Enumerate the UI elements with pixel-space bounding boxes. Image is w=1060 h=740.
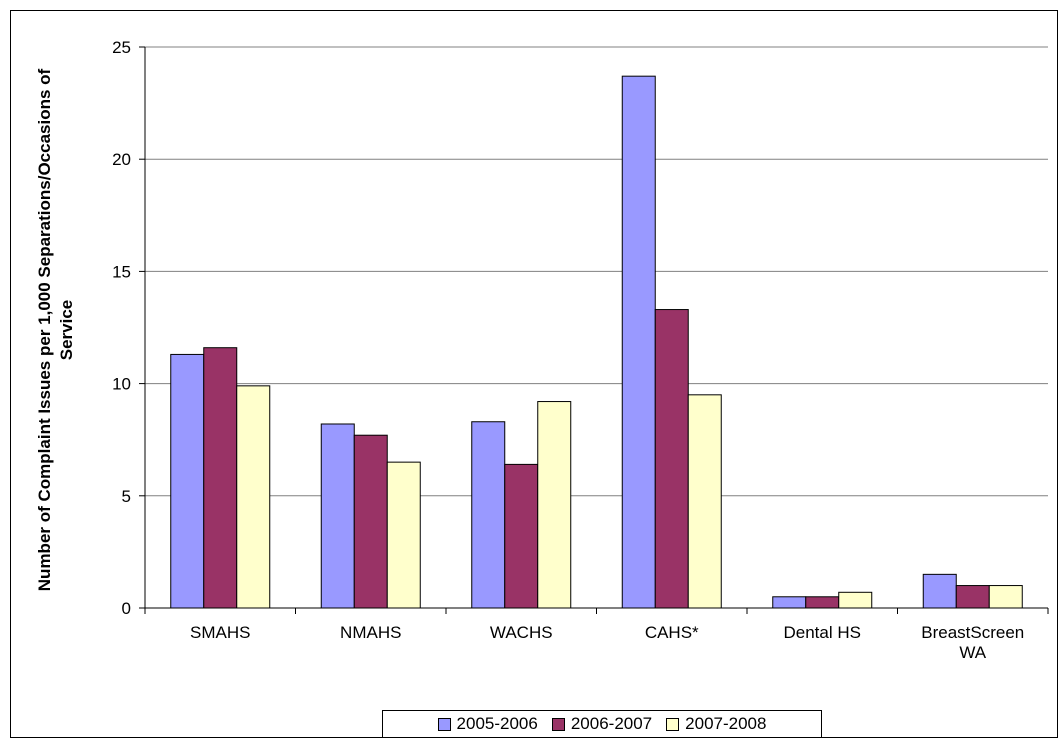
bar-2007-2008: [838, 591, 873, 609]
category-label: Dental HS: [784, 623, 861, 642]
category-label: WACHS: [490, 623, 553, 642]
legend-swatch: [437, 717, 451, 731]
y-tick-label: 10: [112, 375, 131, 394]
category-label: CAHS*: [645, 623, 699, 642]
legend-item: 2005-2006: [437, 714, 538, 734]
category-label: SMAHS: [190, 623, 250, 642]
y-axis-label-line: Number of Complaint Issues per 1,000 Sep…: [35, 68, 54, 591]
bar-2005-2006: [170, 353, 205, 609]
category-labels: SMAHS NMAHS WACHS CAHS* Dental HS BreastScree…: [190, 623, 1024, 662]
legend-label: 2005-2006: [456, 714, 538, 733]
bar-2007-2008: [537, 401, 572, 609]
bar-2006-2007: [353, 434, 388, 609]
gridlines: [145, 46, 1048, 497]
bar-2005-2006: [922, 573, 957, 609]
bar-2005-2006: [320, 423, 355, 609]
axes: [139, 46, 1049, 614]
y-tick-labels: 0 5 10 15 20 25: [112, 38, 131, 618]
bars: [170, 75, 1023, 609]
y-tick-label: 0: [122, 599, 131, 618]
y-tick-label: 20: [112, 150, 131, 169]
y-tick-label: 25: [112, 38, 131, 57]
legend: 2005-2006 2006-2007 2007-2008: [382, 710, 822, 738]
bar-2007-2008: [988, 585, 1023, 609]
bar-2005-2006: [772, 596, 807, 609]
legend-label: 2006-2007: [570, 714, 653, 733]
legend-swatch: [551, 717, 565, 731]
y-tick-label: 15: [112, 262, 131, 281]
y-tick-label: 5: [122, 487, 131, 506]
legend-swatch: [666, 717, 680, 731]
legend-item: 2006-2007: [551, 714, 653, 734]
category-label: WA: [959, 643, 986, 662]
bar-2006-2007: [504, 463, 539, 609]
bar-2007-2008: [236, 385, 271, 609]
y-axis-label: Number of Complaint Issues per 1,000 Sep…: [35, 68, 76, 591]
bar-2006-2007: [654, 309, 689, 609]
bar-2007-2008: [687, 394, 722, 609]
category-label: BreastScreen: [921, 623, 1024, 642]
bar-2006-2007: [203, 347, 238, 609]
bar-2006-2007: [805, 596, 840, 609]
bar-2007-2008: [386, 461, 421, 609]
bar-2006-2007: [955, 585, 990, 609]
category-label: NMAHS: [340, 623, 401, 642]
bar-2005-2006: [621, 75, 656, 609]
y-axis-label-line: Service: [57, 300, 76, 361]
legend-label: 2007-2008: [685, 714, 767, 733]
legend-item: 2007-2008: [666, 714, 766, 734]
bar-2005-2006: [471, 421, 506, 609]
